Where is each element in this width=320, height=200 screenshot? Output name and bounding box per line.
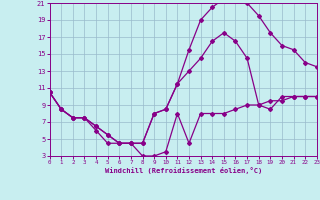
X-axis label: Windchill (Refroidissement éolien,°C): Windchill (Refroidissement éolien,°C) [105, 167, 262, 174]
